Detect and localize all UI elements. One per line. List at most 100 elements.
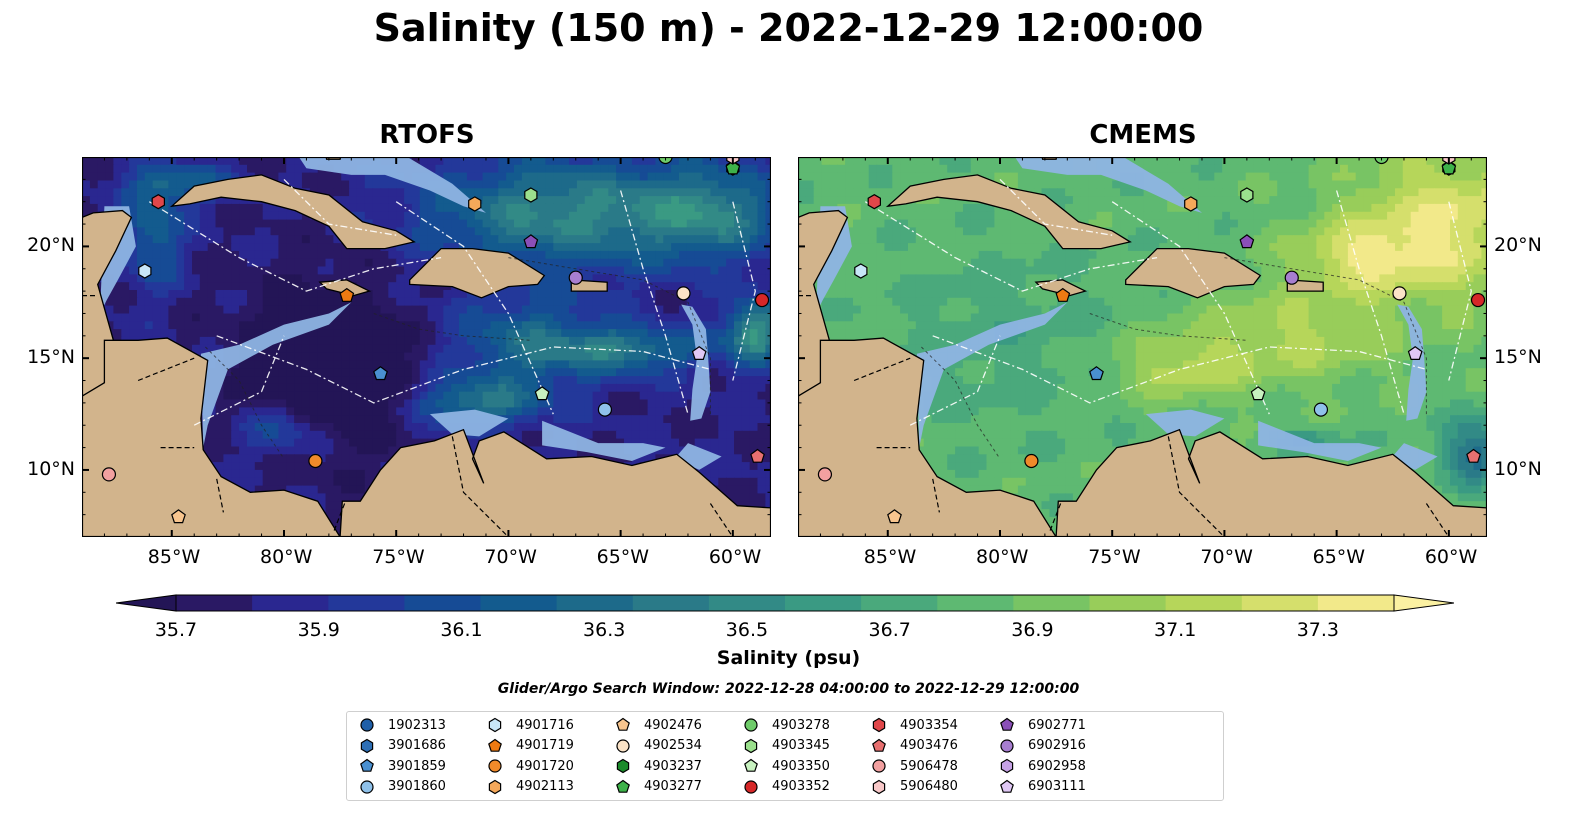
- rtofs-float-4903277: [725, 160, 741, 175]
- cmems-float-4902113: [1184, 196, 1198, 212]
- rtofs-country-border: [451, 436, 509, 537]
- colorbar-under-extension: [116, 594, 177, 612]
- legend-label: 4903277: [644, 779, 702, 794]
- legend-item-3901859: 3901859: [359, 756, 446, 776]
- rtofs-lon-tick-label: 75°W: [372, 546, 425, 568]
- hexagon-marker-icon: [872, 717, 886, 733]
- rtofs-land-southAmerica: [339, 428, 771, 537]
- circle-marker-icon: [360, 718, 374, 732]
- cmems-boundary-line: [909, 335, 1001, 426]
- colorbar-segment: [556, 595, 634, 611]
- cmems-boundary-line: [932, 335, 1427, 404]
- rtofs-land-hispaniola: [409, 247, 546, 299]
- cmems-boundary-line: [1335, 190, 1405, 415]
- rtofs-isobath-contour: [205, 346, 285, 460]
- legend-marker-6903111: [1000, 779, 1014, 793]
- cmems-float-4903352: [1470, 292, 1486, 308]
- legend-marker-4902476: [616, 717, 630, 731]
- rtofs-boundary-line: [395, 201, 554, 415]
- rtofs-lat-tick-label: 10°N: [27, 457, 75, 480]
- legend-item-4903345: 4903345: [743, 736, 830, 756]
- cmems-float-6902771: [1239, 234, 1255, 249]
- rtofs-float-6902916: [568, 270, 583, 285]
- hexagon-marker-icon: [1000, 758, 1014, 774]
- rtofs-lon-tick-label: 65°W: [596, 546, 650, 568]
- colorbar-frame: [175, 594, 1395, 612]
- legend-item-4902476: 4902476: [615, 715, 702, 735]
- legend-item-4902534: 4902534: [615, 736, 702, 756]
- legend-marker-4901716: [488, 717, 502, 733]
- cmems-land-southAmerica: [1055, 428, 1487, 537]
- rtofs-lon-tick-label: 85°W: [147, 546, 201, 568]
- legend-marker-4903278: [744, 718, 758, 732]
- legend-marker-6902916: [1000, 738, 1014, 753]
- cmems-float-4903350: [1250, 386, 1266, 401]
- rtofs-shelf-guajira: [429, 409, 509, 437]
- pentagon-marker-icon: [360, 758, 374, 772]
- legend-label: 4901716: [516, 717, 574, 733]
- legend-item-4902113: 4902113: [487, 777, 574, 797]
- legend-item-1902313: 1902313: [359, 715, 446, 735]
- legend-label: 4903350: [772, 758, 830, 774]
- legend-item-4903476: 4903476: [871, 736, 958, 756]
- rtofs-land-jamaica: [318, 279, 372, 297]
- cmems-lon-tick-label: 70°W: [1200, 546, 1253, 568]
- colorbar-segment: [404, 595, 481, 611]
- cmems-lat-tick-label: 10°N: [1494, 457, 1542, 480]
- legend-marker-6902958: [1000, 758, 1014, 774]
- circle-marker-icon: [1000, 738, 1014, 753]
- cmems-float-5906478: [817, 467, 833, 482]
- legend-marker-3901860: [360, 779, 374, 794]
- rtofs-shelf-venezuelaShelf: [542, 420, 666, 461]
- cmems-country-border: [1167, 436, 1225, 537]
- legend-label: 4901720: [516, 758, 574, 774]
- rtofs-lon-tick-label: 70°W: [484, 546, 537, 568]
- colorbar-tick-label: 36.5: [725, 619, 769, 641]
- legend-marker-3901686: [360, 738, 374, 753]
- colorbar-segment: [1317, 595, 1395, 611]
- hexagon-marker-icon: [488, 717, 502, 733]
- rtofs-isobath-contour: [373, 313, 531, 341]
- legend-item-4903278: 4903278: [743, 715, 830, 735]
- legend-label: 4903237: [644, 758, 702, 774]
- pentagon-marker-icon: [488, 738, 502, 752]
- circle-marker-icon: [744, 779, 758, 794]
- legend-item-5906480: 5906480: [871, 777, 958, 797]
- rtofs-tick-marks: [82, 157, 771, 537]
- hexagon-marker-icon: [488, 779, 502, 794]
- legend-label: 4903476: [900, 738, 958, 753]
- cmems-isobath-contour: [1224, 257, 1427, 415]
- colorbar-segment: [861, 595, 938, 611]
- cmems-float-6902916: [1284, 270, 1299, 285]
- legend-item-4903354: 4903354: [871, 715, 958, 735]
- cmems-float-4901716: [854, 263, 868, 279]
- rtofs-boundary-line: [193, 335, 285, 426]
- rtofs-lon-tick-label: 80°W: [259, 546, 313, 568]
- cmems-lat-tick-label: 15°N: [1494, 346, 1542, 369]
- cmems-shelf-guajira: [1145, 409, 1225, 437]
- legend-marker-4903350: [744, 758, 758, 772]
- cmems-boundary-line: [1111, 201, 1270, 415]
- cmems-frame: [798, 157, 1487, 537]
- rtofs-boundary-line: [216, 335, 711, 404]
- rtofs-float-4903354: [151, 194, 166, 210]
- legend-item-6902958: 6902958: [999, 756, 1086, 776]
- legend-label: 3901860: [388, 779, 446, 794]
- legend-item-4903352: 4903352: [743, 777, 830, 797]
- legend-label: 4902534: [644, 738, 702, 753]
- colorbar-segment: [937, 595, 1014, 611]
- rtofs-salinity-map: [82, 157, 771, 537]
- cmems-float-4901719: [1055, 287, 1071, 302]
- rtofs-float-3901860: [597, 402, 613, 417]
- cmems-lon-tick-label: 85°W: [863, 546, 917, 568]
- legend-label: 4901719: [516, 738, 574, 753]
- cmems-boundary-line: [999, 178, 1113, 236]
- legend-marker-5906480: [872, 779, 886, 794]
- colorbar-segment: [176, 595, 253, 611]
- colorbar-segment: [632, 595, 710, 611]
- rtofs-lat-tick-label: 20°N: [27, 234, 75, 257]
- cmems-float-3901859: [1089, 366, 1104, 381]
- colorbar-segment: [1241, 595, 1319, 611]
- cmems-float-4902476: [887, 509, 902, 524]
- colorbar-over-extension: [1393, 594, 1454, 612]
